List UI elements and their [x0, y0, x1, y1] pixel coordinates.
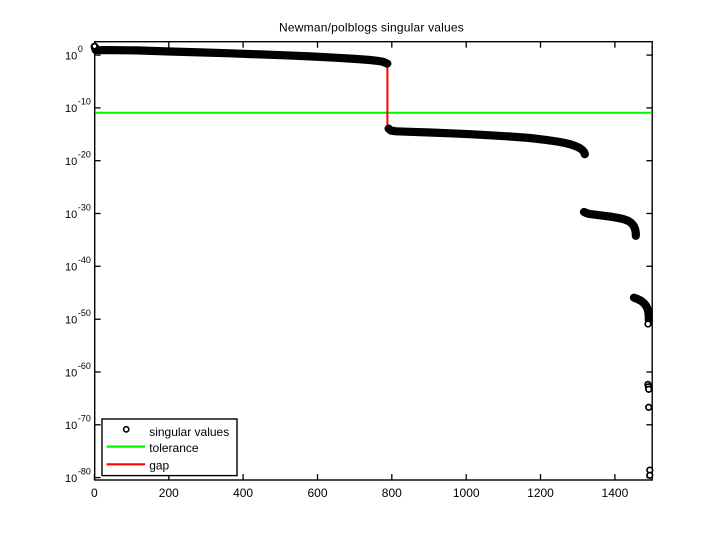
svg-text:-20: -20	[78, 150, 91, 160]
svg-text:-80: -80	[78, 466, 91, 476]
svg-text:10: 10	[65, 473, 77, 485]
svg-text:10: 10	[65, 367, 77, 379]
svg-text:singular values: singular values	[149, 425, 229, 439]
svg-text:tolerance: tolerance	[149, 441, 199, 455]
svg-text:600: 600	[307, 486, 327, 500]
svg-text:10: 10	[65, 50, 77, 62]
svg-text:1400: 1400	[602, 486, 629, 500]
svg-text:10: 10	[65, 103, 77, 115]
svg-text:-60: -60	[78, 361, 91, 371]
svg-text:-50: -50	[78, 308, 91, 318]
svg-text:-30: -30	[78, 202, 91, 212]
svg-text:0: 0	[78, 44, 83, 54]
svg-text:-40: -40	[78, 255, 91, 265]
svg-text:800: 800	[382, 486, 402, 500]
svg-text:-70: -70	[78, 414, 91, 424]
svg-text:200: 200	[159, 486, 179, 500]
svg-text:10: 10	[65, 420, 77, 432]
svg-text:0: 0	[91, 486, 98, 500]
svg-text:gap: gap	[149, 459, 169, 473]
svg-text:1000: 1000	[453, 486, 480, 500]
svg-text:10: 10	[65, 156, 77, 168]
svg-text:1200: 1200	[527, 486, 554, 500]
svg-text:-10: -10	[78, 97, 91, 107]
svg-text:10: 10	[65, 262, 77, 274]
svg-text:Newman/polblogs singular value: Newman/polblogs singular values	[279, 21, 464, 35]
svg-text:400: 400	[233, 486, 253, 500]
svg-text:10: 10	[65, 315, 77, 327]
svg-text:10: 10	[65, 209, 77, 221]
